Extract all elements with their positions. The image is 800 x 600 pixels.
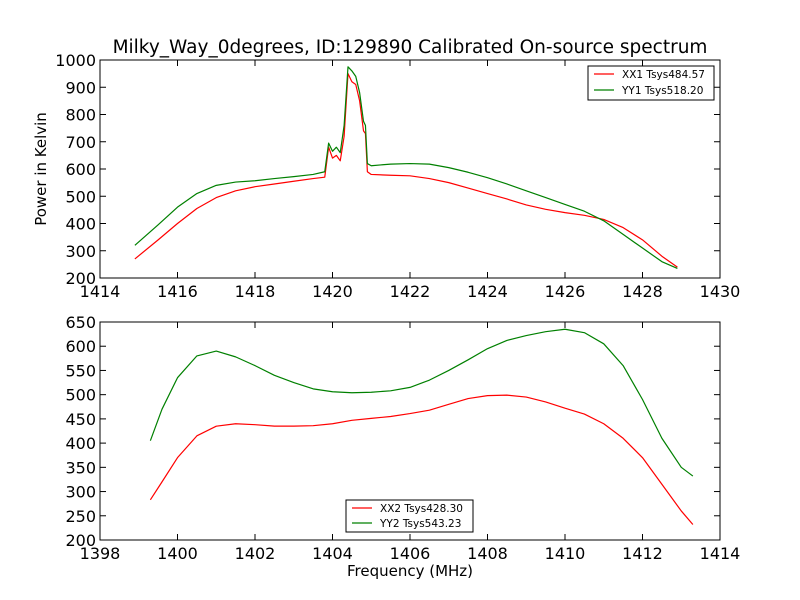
bottom-x-tick-label: 1414 <box>700 544 741 563</box>
bottom-y-tick-label: 650 <box>65 313 96 332</box>
top-y-tick-label: 900 <box>65 78 96 97</box>
bottom-y-tick-label: 550 <box>65 361 96 380</box>
bottom-legend-box <box>345 499 474 533</box>
top-legend-label-xx1: XX1 Tsys484.57 <box>622 69 705 81</box>
top-x-tick-label: 1430 <box>700 282 741 301</box>
top-ticks-layer: 1414 1416 1418 1420 1422 1424 1426 1428 1430 200 3… <box>55 51 740 301</box>
top-x-tick-label: 1418 <box>235 282 276 301</box>
bottom-ticks-layer: 1398 1400 1402 1404 1406 1408 1410 1412 1414 200 2… <box>65 313 740 563</box>
bottom-x-tick-label: 1402 <box>235 544 276 563</box>
bottom-y-tick-label: 350 <box>65 458 96 477</box>
top-y-tick-label: 700 <box>65 133 96 152</box>
bottom-y-tick-label: 200 <box>65 531 96 550</box>
top-x-tick-label: 1426 <box>545 282 586 301</box>
bottom-x-tick-label: 1408 <box>467 544 508 563</box>
top-x-tick-label: 1414 <box>80 282 121 301</box>
top-y-tick-label: 300 <box>65 242 96 261</box>
top-y-tick-label: 1000 <box>55 51 96 70</box>
bottom-series-xx2-line <box>149 394 694 525</box>
top-y-tick-label: 400 <box>65 215 96 234</box>
bottom-x-tick-label: 1404 <box>312 544 353 563</box>
bottom-series-layer <box>149 328 694 525</box>
bottom-y-tick-label: 450 <box>65 410 96 429</box>
bottom-series-yy2-line <box>149 328 694 477</box>
bottom-legend-label-yy2: YY2 Tsys543.23 <box>379 518 461 530</box>
bottom-y-tick-label: 250 <box>65 507 96 526</box>
figure-title: Milky_Way_0degrees, ID:129890 Calibrated… <box>113 37 708 58</box>
top-series-yy1-line <box>134 66 678 270</box>
top-y-tick-label: 500 <box>65 187 96 206</box>
top-x-tick-label: 1420 <box>312 282 353 301</box>
bottom-x-axis-label: Frequency (MHz) <box>347 562 473 580</box>
bottom-x-tick-label: 1400 <box>157 544 198 563</box>
bottom-legend-label-xx2: XX2 Tsys428.30 <box>380 503 463 515</box>
top-series-xx1-line <box>134 73 678 268</box>
top-legend: XX1 Tsys484.57 YY1 Tsys518.20 <box>587 65 715 101</box>
top-x-tick-label: 1424 <box>467 282 508 301</box>
bottom-x-tick-label: 1412 <box>622 544 663 563</box>
top-y-axis-label: Power in Kelvin <box>32 112 50 226</box>
bottom-x-tick-label: 1406 <box>390 544 431 563</box>
bottom-plot-panel: 1398 1400 1402 1404 1406 1408 1410 1412 1414 200 2… <box>65 313 740 580</box>
top-y-tick-label: 200 <box>65 269 96 288</box>
bottom-legend: XX2 Tsys428.30 YY2 Tsys543.23 <box>345 499 474 533</box>
top-x-tick-label: 1422 <box>390 282 431 301</box>
top-y-tick-label: 800 <box>65 106 96 125</box>
top-legend-label-yy1: YY1 Tsys518.20 <box>621 85 703 97</box>
bottom-y-tick-label: 600 <box>65 337 96 356</box>
bottom-y-tick-label: 500 <box>65 386 96 405</box>
top-y-tick-label: 600 <box>65 160 96 179</box>
top-plot-panel: 1414 1416 1418 1420 1422 1424 1426 1428 1430 200 3… <box>32 51 740 301</box>
bottom-y-tick-label: 300 <box>65 483 96 502</box>
top-x-tick-label: 1416 <box>157 282 198 301</box>
bottom-x-tick-label: 1398 <box>80 544 121 563</box>
top-series-layer <box>134 66 678 270</box>
bottom-y-tick-label: 400 <box>65 434 96 453</box>
top-legend-box <box>587 65 715 101</box>
bottom-x-tick-label: 1410 <box>545 544 586 563</box>
top-x-tick-label: 1428 <box>622 282 663 301</box>
